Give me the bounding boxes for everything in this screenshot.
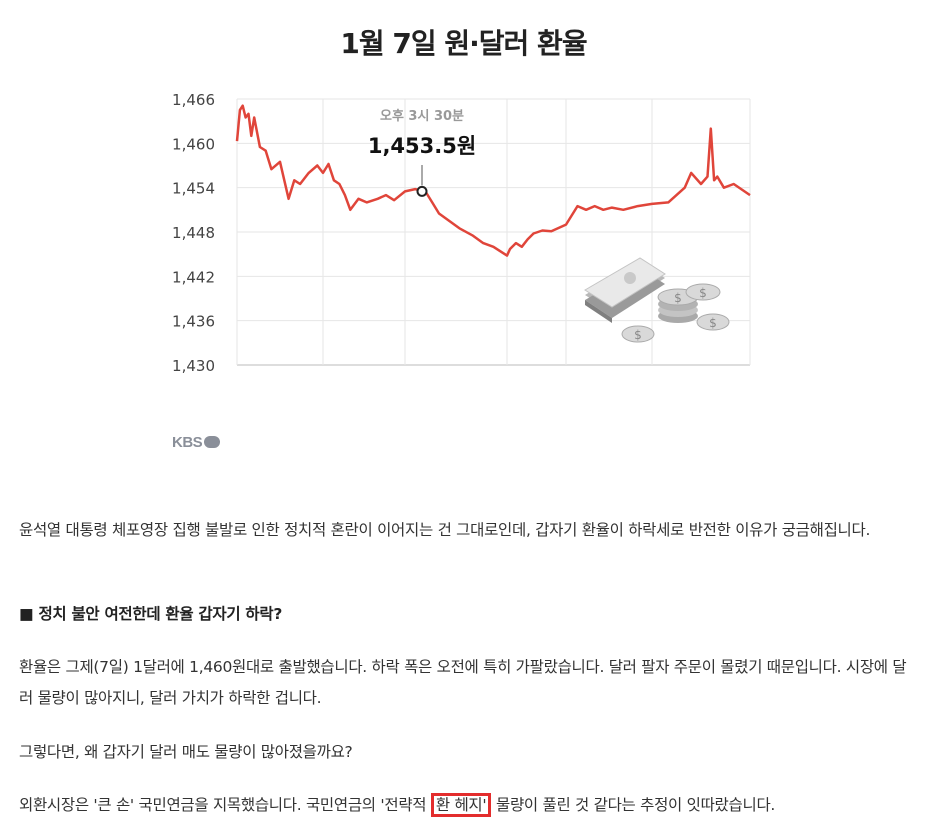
- y-axis-ticks: 1,466 1,460 1,454 1,448 1,442 1,436 1,430: [172, 91, 215, 375]
- annotation-time-label: 오후 3시 30분: [380, 108, 464, 124]
- highlighted-term: 환 헤지': [430, 793, 492, 817]
- svg-text:$: $: [674, 291, 682, 305]
- annotation-marker: [416, 185, 428, 197]
- svg-text:$: $: [634, 328, 642, 342]
- svg-text:$: $: [709, 316, 717, 330]
- article-subheading: ■ 정치 불안 여전한데 환율 갑자기 하락?: [19, 605, 283, 623]
- article-paragraph-4: 외환시장은 '큰 손' 국민연금을 지목했습니다. 국민연금의 '전략적 환 헤…: [19, 790, 914, 821]
- article-paragraph-2: 환율은 그제(7일) 1달러에 1,460원대로 출발했습니다. 하락 폭은 오…: [19, 658, 907, 707]
- kbs-logo-text: KBS: [172, 434, 203, 451]
- y-tick-label: 1,442: [172, 268, 215, 286]
- series-line: [235, 104, 751, 257]
- kbs-logo-icon: [204, 436, 221, 448]
- y-tick-label: 1,460: [172, 135, 215, 153]
- y-tick-label: 1,430: [172, 357, 215, 375]
- kbs-logo: KBS: [172, 434, 221, 451]
- svg-text:$: $: [699, 286, 707, 300]
- p4-before: 외환시장은 '큰 손' 국민연금을 지목했습니다. 국민연금의 '전략적: [19, 796, 427, 814]
- article-paragraph-1: 윤석열 대통령 체포영장 집행 불발로 인한 정치적 혼란이 이어지는 건 그대…: [19, 521, 871, 539]
- chart-grid: [236, 98, 751, 366]
- article-paragraph-3: 그렇다면, 왜 갑자기 달러 매도 물량이 많아졌을까요?: [19, 743, 353, 761]
- y-tick-label: 1,466: [172, 91, 215, 109]
- y-tick-label: 1,454: [172, 180, 215, 198]
- p4-after: 물량이 풀린 것 같다는 추정이 잇따랐습니다.: [495, 796, 776, 814]
- annotation-value-label: 1,453.5원: [368, 134, 476, 158]
- money-coins-illustration: $ $ $ $: [584, 257, 730, 343]
- y-tick-label: 1,436: [172, 313, 215, 331]
- y-tick-label: 1,448: [172, 224, 215, 242]
- chart-title: 1월 7일 원·달러 환율: [340, 27, 587, 60]
